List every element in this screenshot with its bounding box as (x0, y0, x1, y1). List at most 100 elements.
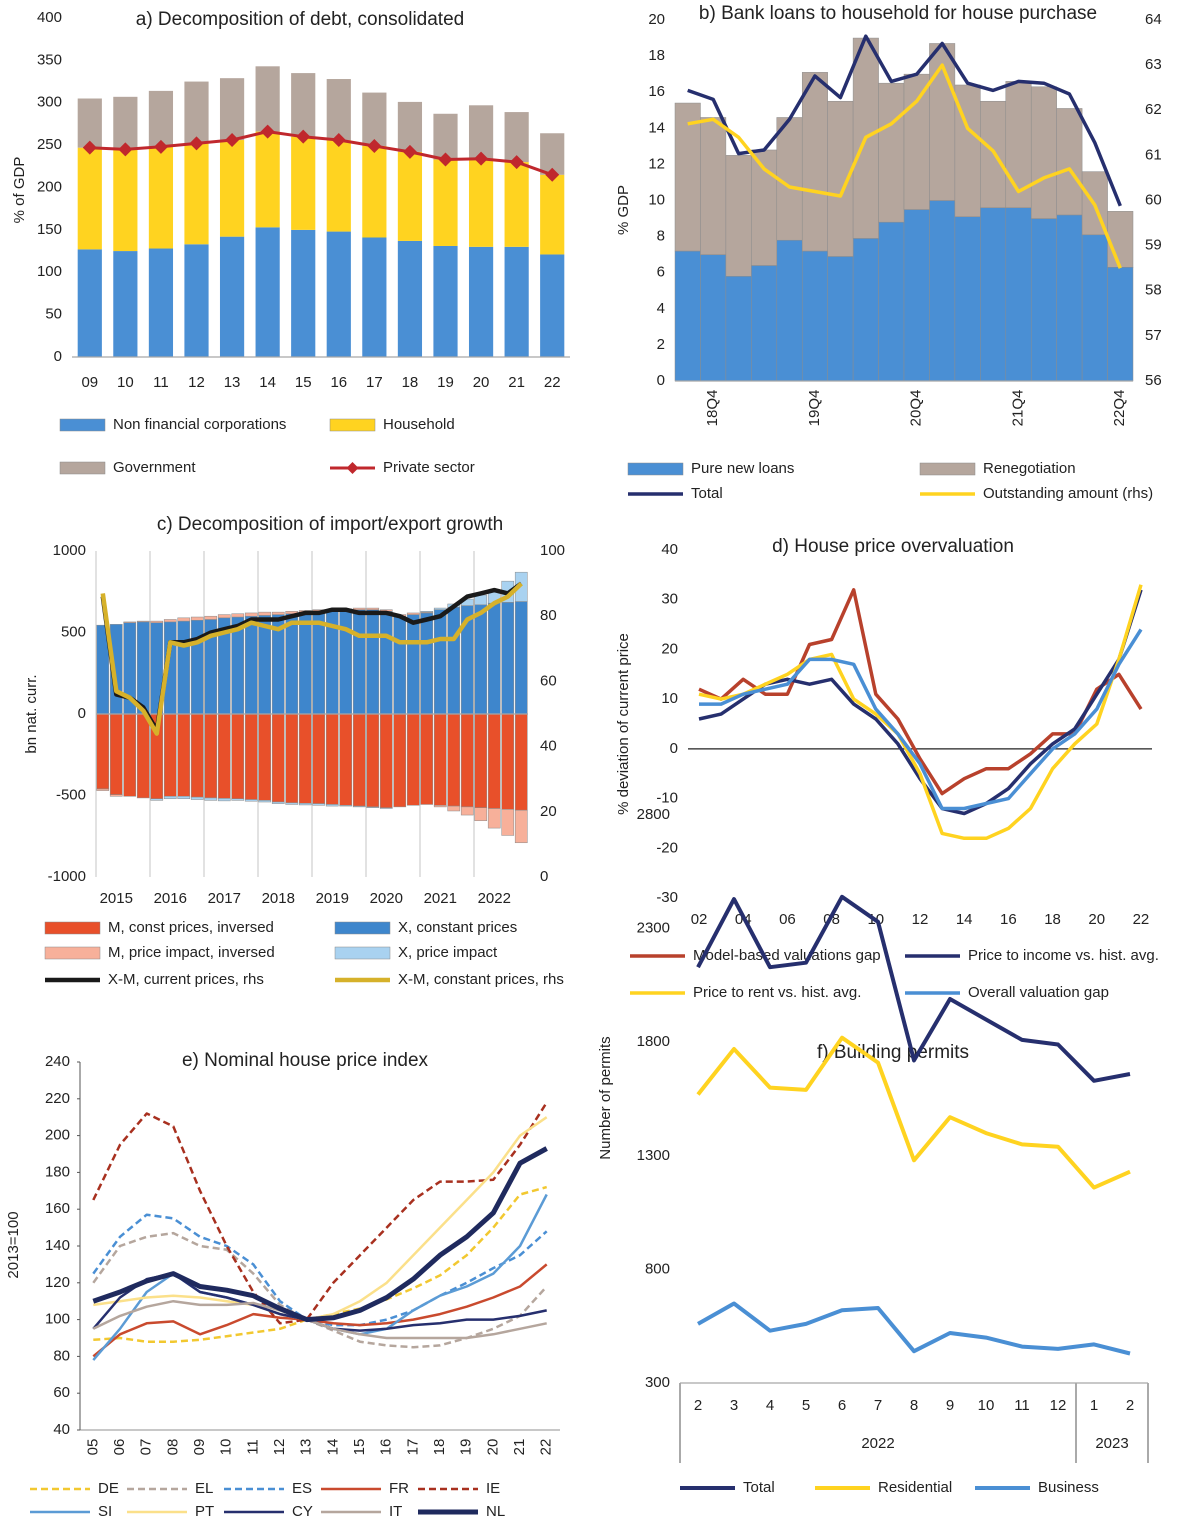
x-tick-label: 22 (1133, 911, 1150, 928)
y-tick-label: 8 (657, 228, 665, 245)
bar (217, 798, 231, 802)
bar (366, 806, 380, 808)
y-tick-label: 180 (45, 1163, 70, 1180)
group-label: 2023 (1095, 1435, 1128, 1452)
y-tick-label: 140 (45, 1237, 70, 1254)
bar (929, 200, 956, 382)
legend-swatch (334, 946, 391, 960)
marker (296, 129, 311, 144)
legend-label: Total (743, 1479, 775, 1496)
legend-label: Non financial corporations (113, 416, 286, 433)
bar (406, 612, 420, 615)
bar (244, 713, 258, 800)
y-tick-label: 14 (648, 119, 665, 136)
y-tick-label: 80 (53, 1347, 70, 1364)
bar (540, 254, 565, 357)
x-tick-label: 4 (766, 1397, 774, 1414)
legend-label: Pure new loans (691, 460, 794, 477)
bar (420, 611, 434, 613)
legend-label: Private sector (383, 459, 475, 476)
bar (366, 713, 380, 808)
y-tick-label: 50 (45, 306, 62, 323)
bar (204, 615, 218, 620)
line (92, 1263, 548, 1358)
bar (109, 713, 123, 795)
x-tick-label: 2021 (424, 890, 457, 907)
x-tick-label: 11 (1014, 1397, 1030, 1414)
marker (225, 133, 240, 148)
marker (509, 155, 524, 170)
bar (903, 73, 930, 210)
bar (258, 611, 272, 616)
y-tick-label: 4 (657, 300, 665, 317)
y-tick-label: 0 (78, 705, 86, 722)
bar (258, 615, 272, 715)
bar (801, 250, 828, 382)
chart-title: b) Bank loans to household for house pur… (699, 3, 1097, 24)
bar (326, 79, 351, 141)
bar (447, 805, 461, 812)
bar (325, 713, 339, 805)
bar (244, 615, 258, 715)
marker (438, 152, 453, 167)
bar (136, 620, 150, 623)
bar (468, 158, 494, 247)
bar (298, 713, 312, 804)
bar (271, 713, 285, 803)
bar (447, 606, 461, 715)
x-tick-label: 9 (946, 1397, 954, 1414)
bar (219, 78, 245, 141)
bar (487, 808, 501, 829)
x-tick-label: 10 (978, 1397, 995, 1414)
marker (260, 124, 275, 139)
legend-label: Residential (878, 1479, 952, 1496)
bar (433, 607, 447, 610)
y-tick-label: 1000 (53, 542, 86, 559)
y-tick-label: 30 (661, 591, 678, 608)
bar (255, 66, 280, 132)
y-tick-label: 220 (45, 1090, 70, 1107)
bar (487, 602, 501, 715)
y-tick-label: 18 (648, 47, 665, 64)
line (92, 1101, 548, 1325)
y-tick-label: 0 (670, 740, 678, 757)
x-tick-label: 17 (366, 374, 383, 391)
bar (312, 803, 326, 806)
y2-tick-label: 62 (1145, 101, 1162, 118)
bar (1056, 214, 1083, 382)
marker (545, 167, 560, 182)
legend-label: CY (292, 1503, 313, 1519)
y2-tick-label: 60 (540, 672, 557, 689)
legend-label: X-M, current prices, rhs (108, 971, 264, 988)
y-tick-label: 1300 (637, 1147, 670, 1164)
x-tick-label: 2016 (154, 890, 187, 907)
legend-label: Total (691, 485, 723, 502)
x-tick-label: 15 (295, 374, 312, 391)
bar (258, 713, 272, 801)
bar (298, 612, 312, 715)
x-tick-label: 2 (694, 1397, 702, 1414)
line (697, 1301, 1131, 1356)
bar (148, 146, 174, 249)
bar (217, 614, 231, 619)
bar (460, 713, 474, 808)
bar (379, 611, 393, 715)
line (100, 581, 523, 736)
bar (1005, 207, 1032, 382)
bar (980, 100, 1007, 208)
x-tick-label: 06 (779, 911, 796, 928)
y-tick-label: 250 (37, 136, 62, 153)
bar (163, 796, 177, 800)
bar (468, 105, 494, 159)
legend-swatch (329, 418, 376, 432)
bar (674, 102, 701, 252)
bar (148, 90, 174, 147)
bar (433, 245, 458, 357)
legend-label: Household (383, 416, 455, 433)
bar (285, 713, 299, 804)
bar (501, 809, 515, 836)
line (92, 1213, 548, 1327)
x-tick-label: 18 (402, 374, 419, 391)
bar (504, 162, 529, 247)
